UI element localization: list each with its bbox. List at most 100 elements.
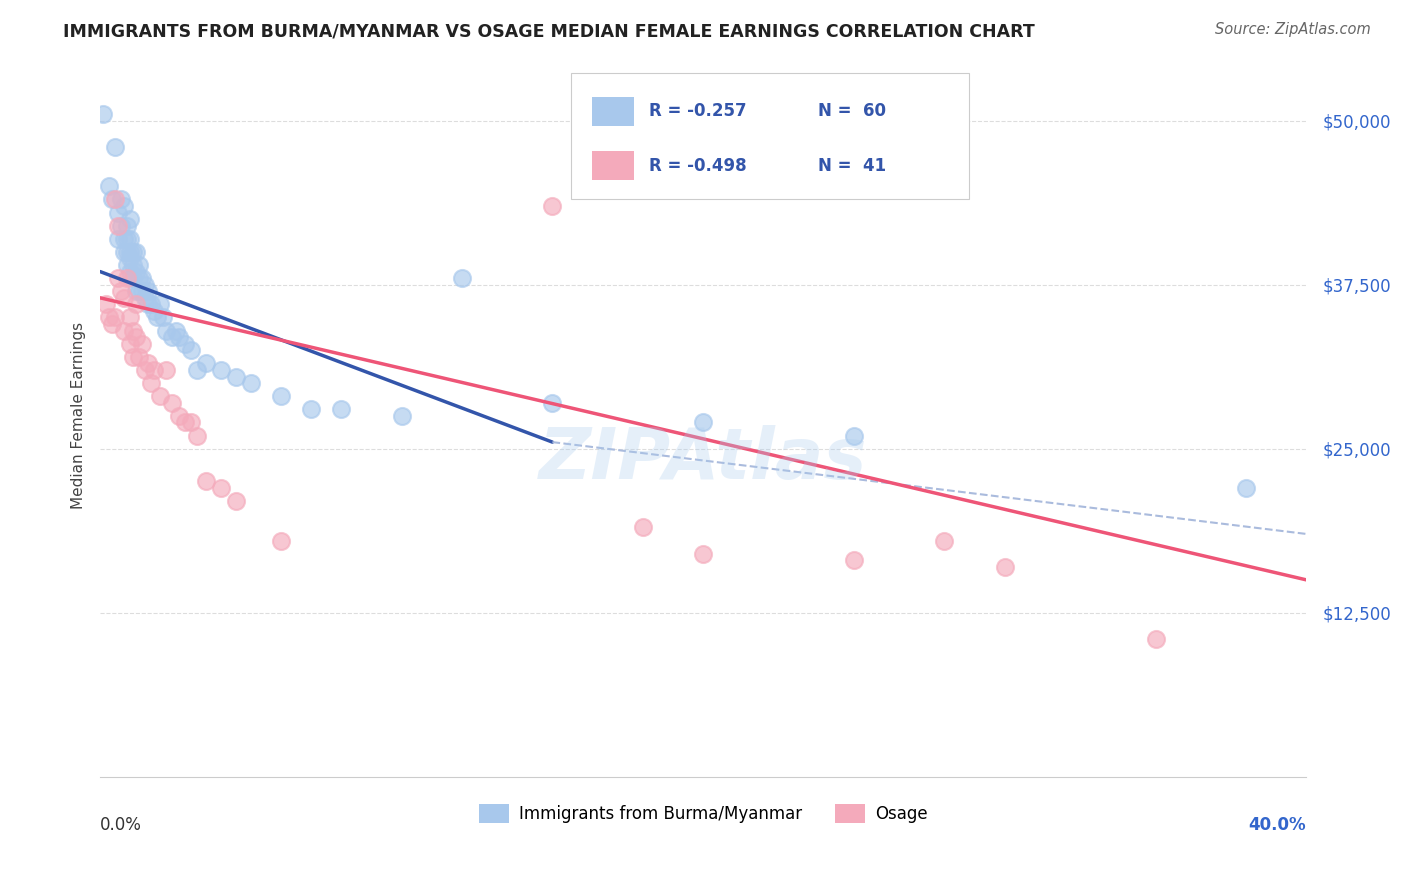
Point — [125, 285, 148, 299]
Point — [1144, 632, 1167, 646]
FancyBboxPatch shape — [571, 73, 969, 200]
Text: 40.0%: 40.0% — [1249, 816, 1306, 834]
Point — [117, 219, 139, 233]
Point — [330, 402, 353, 417]
Point — [131, 271, 153, 285]
Text: N =  41: N = 41 — [818, 156, 886, 175]
Point — [125, 244, 148, 259]
Point — [141, 297, 163, 311]
Point — [541, 199, 564, 213]
Point — [155, 324, 177, 338]
Point — [149, 389, 172, 403]
Point — [209, 481, 232, 495]
Point — [842, 428, 865, 442]
Text: 0.0%: 0.0% — [100, 816, 142, 834]
FancyBboxPatch shape — [592, 97, 634, 126]
Point — [270, 533, 292, 548]
Point — [692, 547, 714, 561]
Point — [117, 271, 139, 285]
Point — [110, 285, 132, 299]
Point — [299, 402, 322, 417]
Point — [186, 363, 208, 377]
Point — [96, 297, 118, 311]
Point — [110, 193, 132, 207]
Text: R = -0.257: R = -0.257 — [650, 103, 747, 120]
Point — [180, 343, 202, 358]
Point — [692, 416, 714, 430]
Point — [117, 232, 139, 246]
Point — [134, 277, 156, 292]
Point — [138, 356, 160, 370]
Y-axis label: Median Female Earnings: Median Female Earnings — [72, 322, 86, 509]
Point — [173, 336, 195, 351]
Point — [101, 317, 124, 331]
Text: N =  60: N = 60 — [818, 103, 886, 120]
Point — [155, 363, 177, 377]
Point — [107, 271, 129, 285]
Point — [165, 324, 187, 338]
Point — [117, 244, 139, 259]
Point — [112, 324, 135, 338]
Point — [122, 350, 145, 364]
Point — [152, 310, 174, 325]
Point — [122, 324, 145, 338]
Point — [138, 297, 160, 311]
Point — [120, 244, 142, 259]
Point — [173, 416, 195, 430]
Point — [112, 291, 135, 305]
Point — [122, 271, 145, 285]
Point — [101, 193, 124, 207]
Point — [112, 232, 135, 246]
Point — [107, 219, 129, 233]
Point — [134, 363, 156, 377]
Point — [143, 304, 166, 318]
Text: ZIPAtlas: ZIPAtlas — [538, 425, 868, 493]
Point — [270, 389, 292, 403]
Point — [167, 330, 190, 344]
Point — [128, 271, 150, 285]
Point — [125, 297, 148, 311]
Point — [122, 244, 145, 259]
Point — [120, 232, 142, 246]
Point — [134, 291, 156, 305]
Point — [122, 258, 145, 272]
Point — [1234, 481, 1257, 495]
Point — [120, 310, 142, 325]
Point — [149, 297, 172, 311]
Point — [225, 494, 247, 508]
Point — [104, 193, 127, 207]
Point — [120, 264, 142, 278]
Point — [162, 396, 184, 410]
Point — [143, 363, 166, 377]
Point — [128, 350, 150, 364]
Legend: Immigrants from Burma/Myanmar, Osage: Immigrants from Burma/Myanmar, Osage — [472, 797, 935, 830]
Text: IMMIGRANTS FROM BURMA/MYANMAR VS OSAGE MEDIAN FEMALE EARNINGS CORRELATION CHART: IMMIGRANTS FROM BURMA/MYANMAR VS OSAGE M… — [63, 22, 1035, 40]
Point — [239, 376, 262, 390]
Point — [138, 285, 160, 299]
Point — [994, 559, 1017, 574]
Point — [451, 271, 474, 285]
Point — [186, 428, 208, 442]
Point — [125, 330, 148, 344]
Text: R = -0.498: R = -0.498 — [650, 156, 747, 175]
Point — [146, 310, 169, 325]
Point — [98, 310, 121, 325]
Point — [107, 232, 129, 246]
Point — [128, 258, 150, 272]
Point — [120, 212, 142, 227]
Point — [128, 285, 150, 299]
Point — [141, 376, 163, 390]
Point — [541, 396, 564, 410]
Point — [120, 336, 142, 351]
Point — [194, 356, 217, 370]
Point — [167, 409, 190, 423]
Point — [91, 107, 114, 121]
Point — [112, 199, 135, 213]
Point — [162, 330, 184, 344]
FancyBboxPatch shape — [592, 151, 634, 180]
Point — [194, 475, 217, 489]
Point — [225, 369, 247, 384]
Point — [209, 363, 232, 377]
Point — [842, 553, 865, 567]
Point — [391, 409, 413, 423]
